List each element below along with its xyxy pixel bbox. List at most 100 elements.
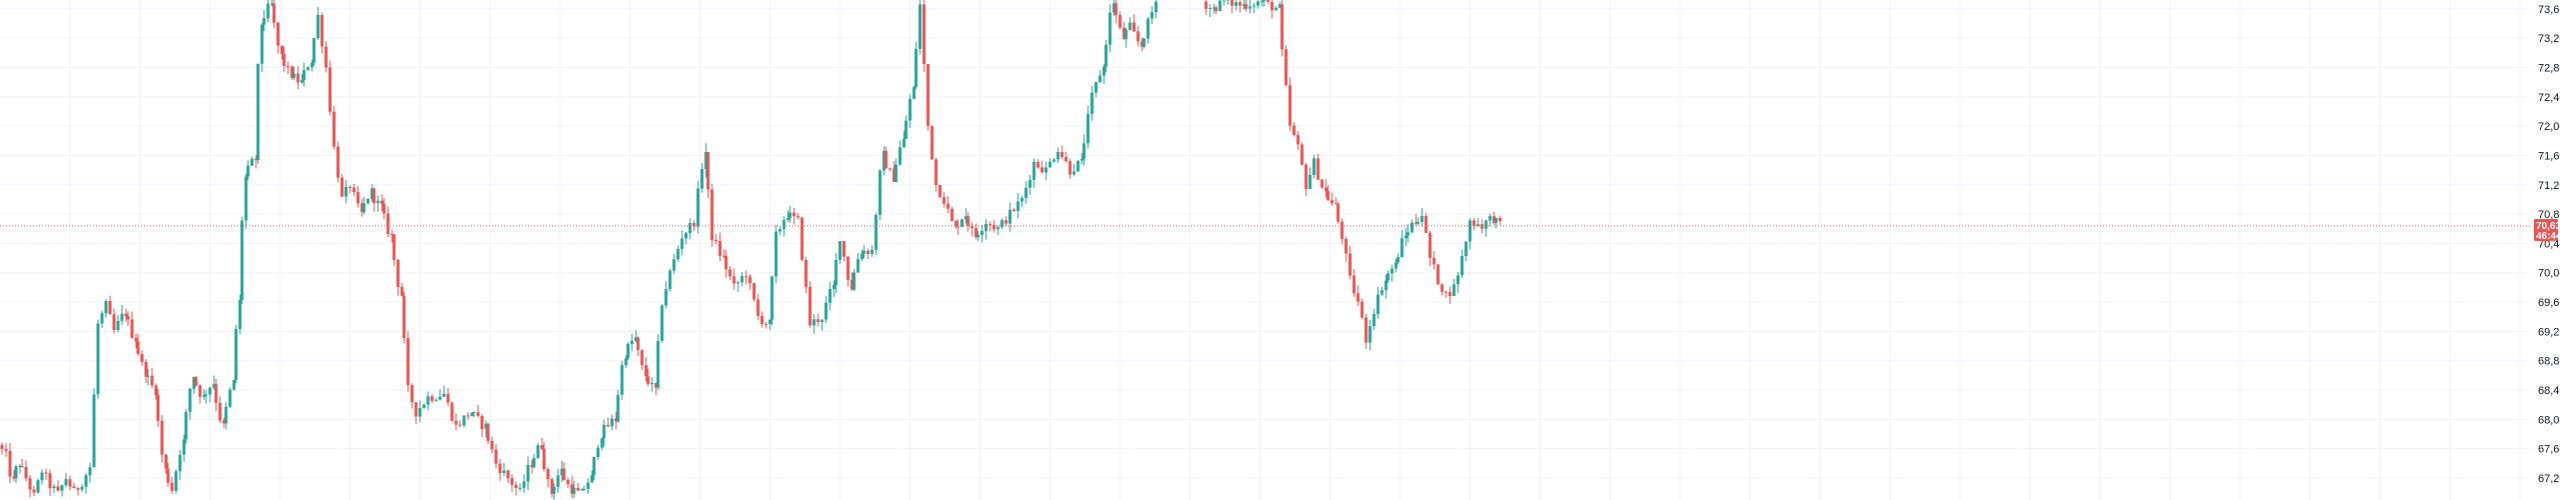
candle-body bbox=[458, 424, 462, 426]
candle-body bbox=[1424, 215, 1428, 233]
candle-body bbox=[390, 233, 394, 235]
candle-body bbox=[1242, 4, 1246, 6]
candle-body bbox=[438, 396, 442, 400]
candle-body bbox=[842, 241, 846, 257]
candle-body bbox=[300, 80, 304, 83]
candle-body bbox=[1108, 12, 1112, 45]
candle-body bbox=[24, 466, 28, 479]
candle-body bbox=[1056, 152, 1060, 160]
candle-body bbox=[164, 454, 168, 469]
y-tick-label: 72,000 bbox=[2538, 121, 2560, 133]
candle-body bbox=[1308, 174, 1312, 189]
candle-body bbox=[834, 259, 838, 286]
y-tick-label: 72,400 bbox=[2538, 92, 2560, 104]
candle-body bbox=[96, 323, 100, 395]
candle-body bbox=[422, 404, 426, 409]
candle-body bbox=[1330, 200, 1334, 204]
candle-body bbox=[860, 253, 864, 260]
candle-body bbox=[992, 224, 996, 230]
candle-body bbox=[832, 285, 836, 290]
candle-body bbox=[680, 238, 684, 249]
candle-body bbox=[1360, 301, 1364, 318]
candle-body bbox=[188, 388, 192, 412]
candle-body bbox=[1404, 235, 1408, 239]
candle-body bbox=[1124, 29, 1128, 40]
candle-body bbox=[862, 250, 866, 254]
candle-body bbox=[600, 438, 604, 448]
candle-body bbox=[282, 53, 286, 66]
candle-body bbox=[36, 480, 40, 493]
candle-body bbox=[64, 479, 68, 486]
candle-body bbox=[1132, 22, 1136, 32]
candle-body bbox=[1270, 1, 1274, 11]
candle-body bbox=[536, 445, 540, 459]
candle-body bbox=[724, 255, 728, 270]
candle-body bbox=[402, 295, 406, 339]
candle-body bbox=[884, 150, 888, 169]
candle-body bbox=[1214, 7, 1218, 11]
candle-body bbox=[1476, 224, 1480, 226]
candle-body bbox=[490, 440, 494, 450]
y-tick-label: 72,800 bbox=[2538, 62, 2560, 74]
candle-body bbox=[156, 395, 160, 421]
candle-body bbox=[352, 187, 356, 193]
candle-body bbox=[1032, 161, 1036, 180]
candle-body bbox=[498, 463, 502, 474]
candle-body bbox=[942, 197, 946, 204]
candle-body bbox=[204, 394, 208, 396]
candle-body bbox=[192, 376, 196, 389]
candle-body bbox=[1492, 216, 1496, 223]
candle-body bbox=[976, 234, 980, 238]
candle-body bbox=[1208, 7, 1212, 9]
candle-body bbox=[1414, 222, 1418, 224]
candle-body bbox=[1334, 203, 1338, 205]
candle-body bbox=[572, 487, 576, 494]
candle-body bbox=[946, 203, 950, 209]
candle-body bbox=[684, 232, 688, 239]
candle-body bbox=[918, 4, 922, 49]
candle-body bbox=[1410, 222, 1414, 233]
candle-body bbox=[828, 289, 832, 303]
candle-body bbox=[764, 323, 768, 325]
candle-body bbox=[28, 478, 32, 490]
candles bbox=[0, 0, 1502, 500]
candle-body bbox=[1262, 0, 1266, 2]
candle-body bbox=[744, 276, 748, 278]
candle-body bbox=[0, 445, 4, 449]
candle-body bbox=[430, 396, 434, 401]
y-tick-label: 67,600 bbox=[2538, 444, 2560, 456]
candle-body bbox=[908, 98, 912, 121]
candle-body bbox=[182, 439, 186, 455]
y-tick-label: 71,200 bbox=[2538, 180, 2560, 192]
candle-body bbox=[1044, 167, 1048, 173]
candle-body bbox=[1244, 4, 1248, 9]
candle-body bbox=[676, 248, 680, 260]
candle-body bbox=[774, 231, 778, 277]
candle-body bbox=[870, 249, 874, 255]
candle-body bbox=[302, 69, 306, 81]
candle-body bbox=[576, 487, 580, 491]
y-tick-label: 68,000 bbox=[2538, 414, 2560, 426]
candle-body bbox=[1356, 293, 1360, 302]
candle-body bbox=[1064, 157, 1068, 162]
candle-body bbox=[486, 423, 490, 441]
candle-body bbox=[540, 445, 544, 449]
candle-body bbox=[170, 482, 174, 491]
candle-body bbox=[1114, 3, 1118, 15]
candle-body bbox=[1098, 75, 1102, 83]
price-axis[interactable]: 73,600 73,200 72,800 72,400 72,000 71,600 71,2… bbox=[2538, 4, 2560, 485]
candle-body bbox=[1218, 0, 1222, 11]
candle-body bbox=[1238, 2, 1242, 6]
candle-body bbox=[888, 168, 892, 170]
candle-body bbox=[104, 301, 108, 314]
candle-body bbox=[1296, 134, 1300, 145]
candle-body bbox=[1060, 152, 1064, 158]
candle-body bbox=[1432, 257, 1436, 265]
candle-body bbox=[1444, 291, 1448, 293]
candle-body bbox=[126, 316, 130, 320]
candle-body bbox=[472, 412, 476, 414]
candle-body bbox=[1420, 215, 1424, 223]
candle-body bbox=[1204, 1, 1208, 9]
